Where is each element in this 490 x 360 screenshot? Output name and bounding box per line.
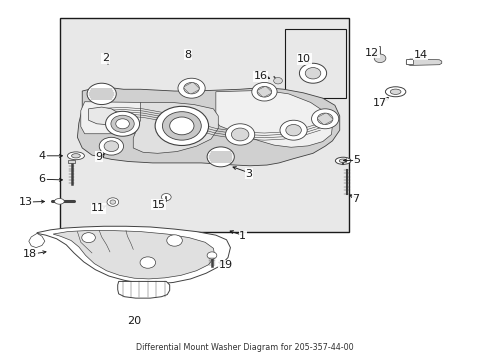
- Text: 10: 10: [297, 54, 311, 64]
- Circle shape: [207, 252, 217, 259]
- Circle shape: [231, 128, 249, 141]
- Ellipse shape: [339, 159, 347, 163]
- Polygon shape: [37, 226, 230, 284]
- Ellipse shape: [68, 152, 84, 160]
- Text: 20: 20: [127, 316, 141, 325]
- Circle shape: [286, 125, 301, 136]
- Circle shape: [105, 111, 140, 136]
- Polygon shape: [133, 103, 218, 153]
- Polygon shape: [118, 282, 170, 298]
- Circle shape: [110, 200, 116, 204]
- Polygon shape: [53, 230, 215, 279]
- Circle shape: [207, 147, 234, 167]
- Bar: [68, 160, 75, 163]
- Circle shape: [111, 115, 134, 132]
- Circle shape: [167, 235, 182, 246]
- Text: 2: 2: [102, 53, 109, 63]
- Circle shape: [184, 82, 199, 94]
- Text: 19: 19: [219, 260, 233, 270]
- Text: 15: 15: [151, 200, 166, 210]
- Circle shape: [161, 194, 171, 201]
- Circle shape: [107, 198, 119, 206]
- Circle shape: [116, 119, 129, 129]
- Circle shape: [318, 113, 333, 125]
- Text: 8: 8: [184, 50, 191, 60]
- Text: 3: 3: [245, 168, 252, 179]
- Text: 6: 6: [38, 174, 46, 184]
- Circle shape: [273, 77, 282, 84]
- Text: 16: 16: [253, 71, 268, 81]
- Circle shape: [225, 124, 255, 145]
- Circle shape: [155, 106, 209, 145]
- Ellipse shape: [390, 89, 401, 94]
- Circle shape: [312, 109, 339, 129]
- Text: 13: 13: [19, 197, 32, 207]
- Text: 4: 4: [38, 151, 46, 161]
- Circle shape: [104, 141, 119, 152]
- Circle shape: [305, 68, 321, 79]
- Circle shape: [257, 86, 272, 97]
- Circle shape: [374, 54, 386, 63]
- Circle shape: [140, 257, 156, 268]
- Text: 14: 14: [414, 50, 428, 60]
- Ellipse shape: [386, 87, 406, 97]
- Bar: [406, 59, 413, 64]
- Ellipse shape: [335, 157, 351, 165]
- Polygon shape: [89, 107, 120, 125]
- Circle shape: [178, 78, 205, 98]
- Bar: [285, 29, 345, 98]
- Text: 5: 5: [353, 156, 360, 166]
- Circle shape: [87, 83, 116, 104]
- Circle shape: [82, 233, 96, 243]
- Ellipse shape: [72, 154, 80, 158]
- Text: 9: 9: [96, 152, 103, 162]
- Text: 1: 1: [239, 231, 246, 241]
- Circle shape: [170, 117, 194, 135]
- Text: Differential Mount Washer Diagram for 205-357-44-00: Differential Mount Washer Diagram for 20…: [136, 342, 354, 351]
- Polygon shape: [77, 87, 340, 166]
- Circle shape: [280, 120, 307, 140]
- Bar: [60, 18, 349, 231]
- Text: 7: 7: [352, 194, 359, 203]
- Circle shape: [99, 137, 123, 155]
- Text: 18: 18: [23, 249, 37, 259]
- Text: 17: 17: [373, 99, 387, 108]
- Ellipse shape: [54, 198, 64, 204]
- Circle shape: [162, 112, 201, 140]
- Text: 11: 11: [91, 203, 105, 213]
- Circle shape: [252, 82, 277, 101]
- Circle shape: [299, 63, 327, 83]
- Polygon shape: [81, 102, 146, 134]
- Text: 12: 12: [365, 48, 379, 58]
- Polygon shape: [29, 233, 45, 248]
- Polygon shape: [216, 90, 332, 147]
- Polygon shape: [406, 59, 442, 66]
